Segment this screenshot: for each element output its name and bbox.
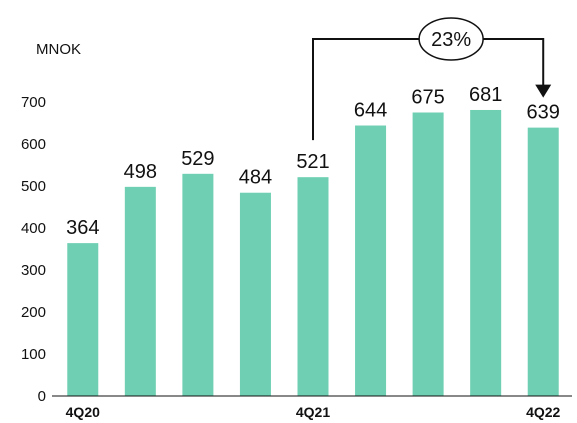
data-label: 675 — [411, 87, 444, 109]
data-label: 529 — [181, 148, 214, 170]
data-label: 364 — [66, 217, 99, 239]
data-label: 498 — [124, 161, 157, 183]
x-axis-tick-label: 4Q22 — [526, 404, 560, 420]
y-axis-tick-label: 600 — [21, 136, 46, 153]
growth-annotation-bubble — [418, 17, 484, 61]
data-label: 681 — [469, 84, 502, 106]
y-axis-tick-label: 0 — [38, 388, 46, 405]
bar — [124, 186, 156, 396]
bar — [182, 173, 214, 396]
bar — [239, 192, 271, 396]
bar — [67, 243, 99, 396]
bar — [527, 127, 559, 397]
data-label: 639 — [527, 102, 560, 124]
data-label: 484 — [239, 167, 272, 189]
y-axis-tick-label: 500 — [21, 178, 46, 195]
unit-label: MNOK — [36, 41, 81, 58]
y-axis-tick-label: 400 — [21, 220, 46, 237]
data-label: 644 — [354, 100, 387, 122]
bar — [355, 125, 387, 397]
y-axis-tick-label: 200 — [21, 304, 46, 321]
y-axis-tick-label: 100 — [21, 346, 46, 363]
data-label: 521 — [296, 151, 329, 173]
bar — [297, 177, 329, 396]
growth-annotation-text: 23% — [431, 29, 471, 51]
bar — [412, 112, 444, 396]
y-axis-tick-label: 700 — [21, 94, 46, 111]
x-axis-tick-label: 4Q21 — [296, 404, 330, 420]
bar — [470, 109, 502, 396]
x-axis-tick-label: 4Q20 — [66, 404, 100, 420]
y-axis-tick-label: 300 — [21, 262, 46, 279]
growth-arrowhead — [535, 84, 552, 98]
